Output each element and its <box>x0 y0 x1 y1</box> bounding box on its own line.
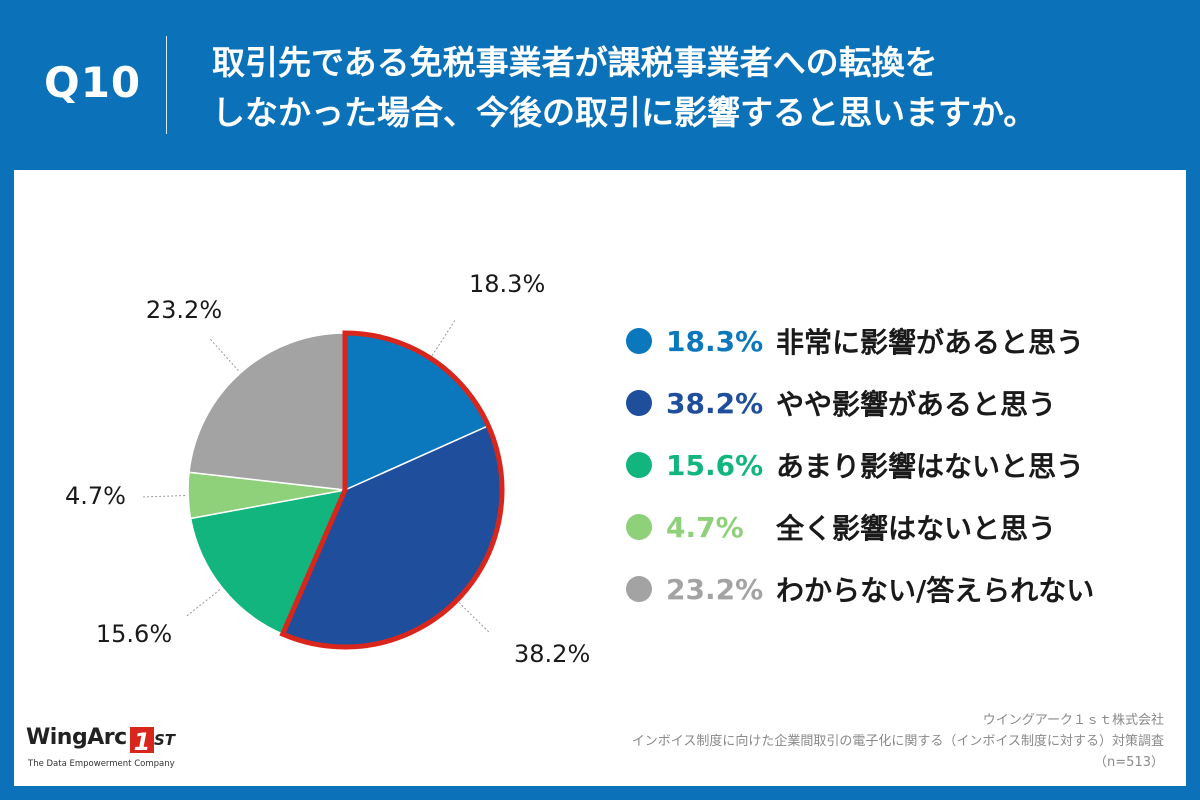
pie-value-label-not-much: 15.6% <box>96 620 172 648</box>
leader-line-not-at-all <box>143 495 186 498</box>
legend-percent: 18.3% <box>666 324 764 358</box>
logo-tagline: The Data Empowerment Company <box>28 759 175 769</box>
legend-dot-icon <box>626 514 652 540</box>
legend-item-somewhat: 38.2% やや影響があると思う <box>626 372 1166 434</box>
pie-chart: 18.3% 38.2% 15.6% 4.7% 23.2% <box>65 270 590 668</box>
logo-wordmark: WingArc <box>26 725 127 750</box>
question-title-line-1: 取引先である免税事業者が課税事業者への転換を <box>212 43 938 82</box>
legend-label: 全く影響はないと思う <box>776 512 1057 545</box>
logo-mark-digit: 1 <box>134 728 151 755</box>
leader-line-unknown <box>210 338 239 371</box>
source-sample-size: （n=513） <box>1094 755 1164 770</box>
header-divider <box>166 36 167 134</box>
legend-item-very: 18.3% 非常に影響があると思う <box>626 310 1166 372</box>
legend-item-not-at-all: 4.7% 全く影響はないと思う <box>626 496 1166 558</box>
legend-dot-icon <box>626 390 652 416</box>
legend-percent: 4.7% <box>666 510 744 544</box>
pie-slice-not-much <box>189 489 347 636</box>
source-company: ウイングアーク１ｓｔ株式会社 <box>982 713 1164 728</box>
question-number: Q10 <box>44 58 142 107</box>
logo-suffix: ST <box>154 731 176 749</box>
legend-dot-icon <box>626 576 652 602</box>
legend-label: やや影響があると思う <box>776 388 1057 421</box>
pie-value-label-unknown: 23.2% <box>146 296 222 324</box>
legend-item-not-much: 15.6% あまり影響はないと思う <box>626 434 1166 496</box>
leader-line-not-much <box>186 589 221 617</box>
pie-value-label-not-at-all: 4.7% <box>65 482 126 510</box>
legend-label: あまり影響はないと思う <box>776 450 1085 483</box>
legend-dot-icon <box>626 328 652 354</box>
legend-label: 非常に影響があると思う <box>776 326 1085 359</box>
legend-label: わからない/答えられない <box>776 574 1095 607</box>
leader-line-very <box>431 320 456 356</box>
logo-mark-icon: 1 <box>130 727 154 755</box>
legend-percent: 38.2% <box>666 386 764 420</box>
legend-item-unknown: 23.2% わからない/答えられない <box>626 558 1166 620</box>
pie-slice-unknown <box>188 332 346 491</box>
legend-percent: 23.2% <box>666 572 764 606</box>
question-title: 取引先である免税事業者が課税事業者への転換を しなかった場合、今後の取引に影響す… <box>212 38 1172 138</box>
chart-legend: 18.3% 非常に影響があると思う 38.2% やや影響があると思う 15.6% あまり影… <box>626 310 1166 620</box>
question-header: Q10 取引先である免税事業者が課税事業者への転換を しなかった場合、今後の取引… <box>0 0 1200 170</box>
wingarc-logo: WingArc 1 ST The Data Empowerment Compan… <box>26 725 196 775</box>
source-note: ウイングアーク１ｓｔ株式会社 インボイス制度に向けた企業間取引の電子化に関する（… <box>464 710 1164 773</box>
legend-percent: 15.6% <box>666 448 764 482</box>
question-title-line-2: しなかった場合、今後の取引に影響すると思いますか。 <box>212 93 1037 132</box>
pie-highlight-outline <box>279 330 505 650</box>
pie-value-label-somewhat: 38.2% <box>514 640 590 668</box>
source-survey: インボイス制度に向けた企業間取引の電子化に関する（インボイス制度に対する）対策調… <box>631 734 1164 749</box>
chart-panel: 18.3% 38.2% 15.6% 4.7% 23.2% 18.3% 非常に影響があると思… <box>14 170 1186 786</box>
legend-dot-icon <box>626 452 652 478</box>
pie-value-label-very: 18.3% <box>469 270 545 298</box>
leader-line-somewhat <box>458 602 490 633</box>
